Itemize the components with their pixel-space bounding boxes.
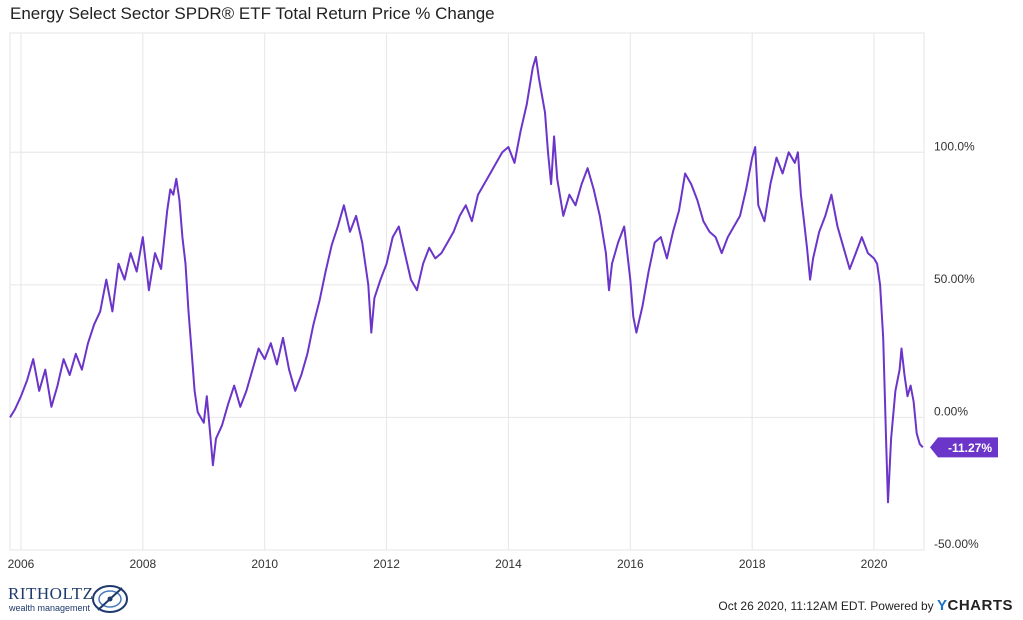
chart-title: Energy Select Sector SPDR® ETF Total Ret… (10, 4, 495, 23)
y-tick-label: -50.00% (934, 537, 979, 551)
x-tick-label: 2006 (8, 557, 35, 571)
x-tick-label: 2018 (739, 557, 766, 571)
last-value-label: -11.27% (948, 441, 992, 455)
x-tick-label: 2010 (251, 557, 278, 571)
ycharts-brand[interactable]: YCHARTS (937, 597, 1013, 614)
series-line (9, 55, 924, 504)
compass-logo-icon (92, 585, 128, 613)
footer: Oct 26 2020, 11:12AM EDT. Powered by YCH… (718, 597, 1013, 614)
y-axis: 100.0% 50.00% 0.00% -50.00% (934, 139, 979, 551)
y-tick-label: 100.0% (934, 139, 975, 153)
last-value-badge-shape (930, 437, 998, 458)
last-value-badge: -11.27% (930, 437, 998, 458)
logo-subtitle: wealth management (9, 603, 91, 613)
series-layer (9, 55, 924, 504)
x-tick-label: 2008 (129, 557, 156, 571)
x-tick-label: 2020 (861, 557, 888, 571)
logo-name: RITHOLTZ (8, 584, 94, 603)
x-tick-label: 2014 (495, 557, 522, 571)
x-axis: 2006 2008 2010 2012 2014 2016 2018 2020 (8, 557, 888, 571)
footer-timestamp: Oct 26 2020, 11:12AM EDT. (718, 599, 867, 613)
footer-powered-by: Powered by (870, 599, 934, 613)
x-tick-label: 2016 (617, 557, 644, 571)
y-tick-label: 0.00% (934, 404, 968, 418)
ycharts-brand-rest: CHARTS (947, 597, 1013, 614)
ycharts-brand-y: Y (936, 597, 948, 614)
x-tick-label: 2012 (373, 557, 400, 571)
y-tick-label: 50.00% (934, 272, 975, 286)
plot-frame (9, 32, 925, 551)
grid-lines (9, 32, 925, 551)
ritholtz-logo: RITHOLTZ wealth management (8, 582, 138, 616)
